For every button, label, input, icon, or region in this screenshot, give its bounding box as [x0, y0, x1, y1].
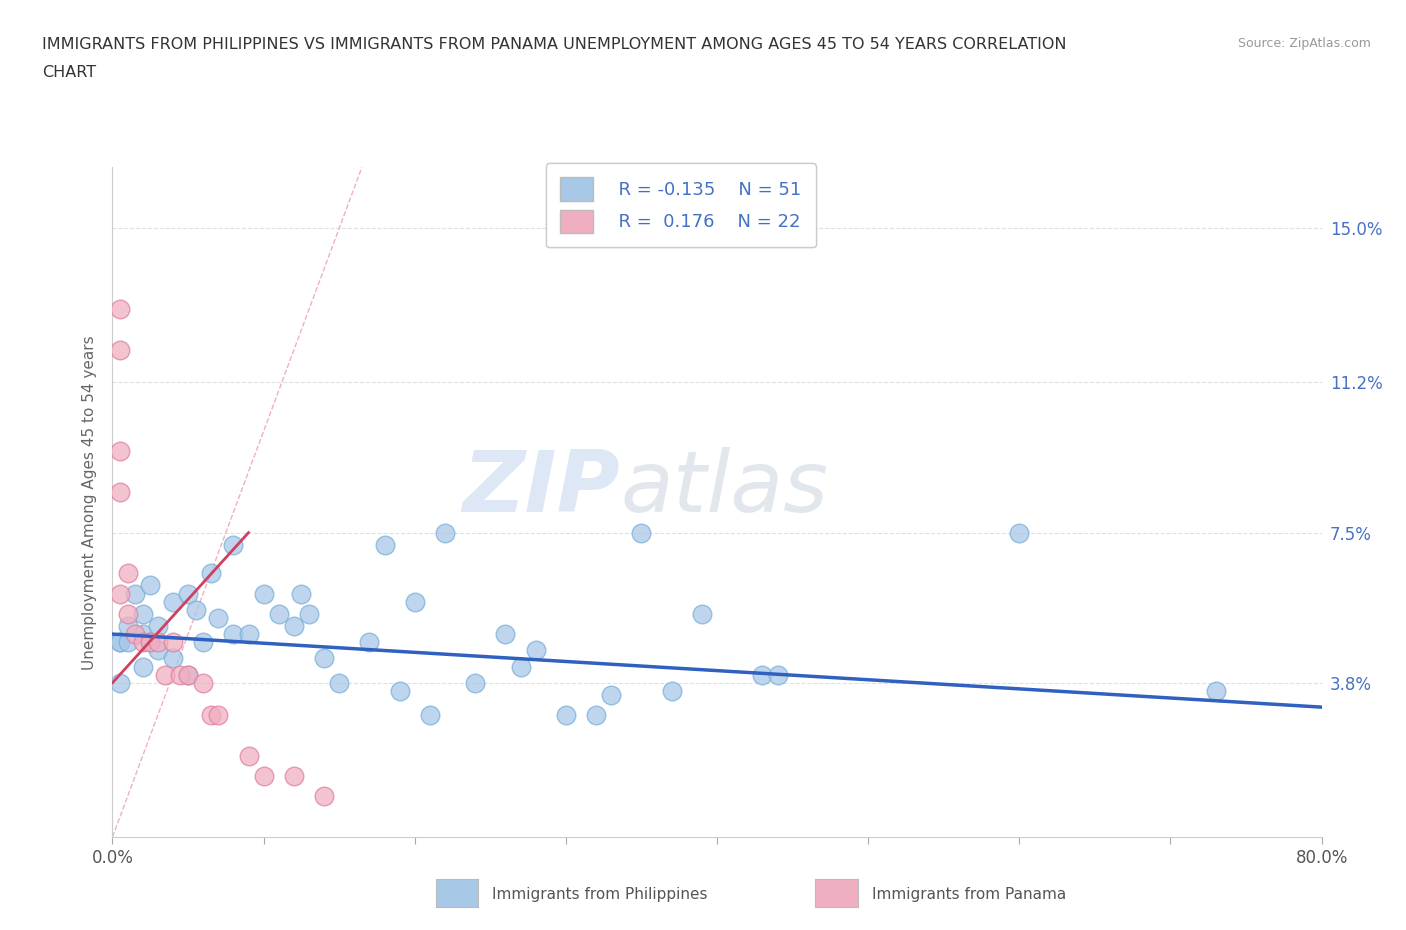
Point	[155, 667, 177, 682]
Point	[108, 485, 131, 499]
Point	[108, 635, 131, 650]
Legend:   R = -0.135    N = 51,   R =  0.176    N = 22: R = -0.135 N = 51, R = 0.176 N = 22	[546, 163, 815, 247]
Text: IMMIGRANTS FROM PHILIPPINES VS IMMIGRANTS FROM PANAMA UNEMPLOYMENT AMONG AGES 45: IMMIGRANTS FROM PHILIPPINES VS IMMIGRANT…	[42, 37, 1067, 52]
Point	[117, 565, 139, 580]
Point	[298, 606, 321, 621]
Point	[766, 667, 789, 682]
Point	[464, 675, 486, 690]
Point	[524, 643, 547, 658]
Point	[495, 627, 517, 642]
Point	[509, 659, 531, 674]
Point	[404, 594, 426, 609]
Point	[139, 578, 162, 592]
Point	[374, 538, 396, 552]
Point	[283, 769, 305, 784]
Point	[388, 684, 411, 698]
Point	[184, 603, 207, 618]
Point	[132, 627, 155, 642]
Point	[124, 586, 146, 601]
Point	[238, 627, 260, 642]
Point	[238, 749, 260, 764]
Point	[630, 525, 652, 540]
Point	[253, 769, 276, 784]
Point	[139, 635, 162, 650]
Point	[1008, 525, 1031, 540]
Point	[108, 586, 131, 601]
Point	[328, 675, 350, 690]
Point	[132, 659, 155, 674]
Point	[314, 789, 336, 804]
Point	[419, 708, 441, 723]
Y-axis label: Unemployment Among Ages 45 to 54 years: Unemployment Among Ages 45 to 54 years	[82, 335, 97, 670]
Point	[162, 635, 184, 650]
Point	[200, 565, 222, 580]
Point	[191, 675, 214, 690]
Point	[1205, 684, 1227, 698]
Point	[177, 667, 200, 682]
Text: atlas: atlas	[620, 447, 828, 530]
Point	[146, 618, 169, 633]
Point	[117, 606, 139, 621]
Point	[191, 635, 214, 650]
Text: CHART: CHART	[42, 65, 96, 80]
Point	[108, 635, 131, 650]
Point	[108, 675, 131, 690]
Point	[600, 687, 623, 702]
Point	[177, 586, 200, 601]
Point	[108, 444, 131, 458]
Text: Source: ZipAtlas.com: Source: ZipAtlas.com	[1237, 37, 1371, 50]
Text: ZIP: ZIP	[463, 447, 620, 530]
Point	[200, 708, 222, 723]
Point	[132, 606, 155, 621]
Point	[162, 651, 184, 666]
Point	[222, 627, 245, 642]
Point	[117, 618, 139, 633]
Point	[117, 635, 139, 650]
Point	[108, 342, 131, 357]
Point	[146, 643, 169, 658]
Point	[222, 538, 245, 552]
Point	[585, 708, 607, 723]
Point	[207, 708, 229, 723]
Point	[253, 586, 276, 601]
Point	[146, 635, 169, 650]
Point	[169, 667, 191, 682]
Point	[132, 635, 155, 650]
Point	[690, 606, 713, 621]
Point	[314, 651, 336, 666]
Point	[554, 708, 576, 723]
Point	[177, 667, 200, 682]
Point	[124, 627, 146, 642]
Point	[290, 586, 312, 601]
Point	[661, 684, 683, 698]
Text: Immigrants from Panama: Immigrants from Panama	[872, 887, 1066, 902]
Text: Immigrants from Philippines: Immigrants from Philippines	[492, 887, 707, 902]
Point	[139, 635, 162, 650]
Point	[433, 525, 456, 540]
Point	[751, 667, 773, 682]
Point	[283, 618, 305, 633]
Point	[359, 635, 381, 650]
Point	[108, 302, 131, 317]
Point	[162, 594, 184, 609]
Point	[267, 606, 290, 621]
Point	[207, 610, 229, 625]
